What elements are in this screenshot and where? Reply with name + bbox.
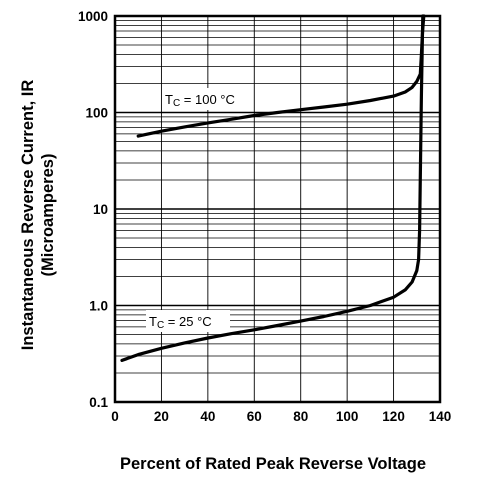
x-tick-label: 60 bbox=[247, 409, 262, 424]
x-tick-label: 20 bbox=[154, 409, 169, 424]
x-tick-label: 120 bbox=[382, 409, 405, 424]
annotation-tc-25c: TC = 25 °C bbox=[146, 310, 230, 332]
series-line-tc-100c bbox=[136, 14, 426, 138]
series-line-tc-25c bbox=[120, 14, 425, 362]
tick-labels: 0 20 40 60 80 100 120 140 0.1 1.0 10 100 1000 bbox=[78, 9, 451, 424]
annotation-background bbox=[146, 310, 230, 332]
x-axis-title: Percent of Rated Peak Reverse Voltage bbox=[120, 455, 426, 473]
x-tick-label: 140 bbox=[429, 409, 452, 424]
y-tick-label: 0.1 bbox=[89, 395, 108, 410]
grid bbox=[114, 16, 441, 403]
x-tick-label: 80 bbox=[293, 409, 308, 424]
annotation-background bbox=[162, 88, 252, 110]
y-tick-label: 1000 bbox=[78, 9, 108, 24]
x-tick-label: 40 bbox=[200, 409, 215, 424]
curves bbox=[120, 14, 426, 362]
y-tick-label: 100 bbox=[85, 106, 108, 121]
y-tick-label: 10 bbox=[93, 202, 108, 217]
plot-frame bbox=[113, 14, 442, 404]
y-tick-label: 1.0 bbox=[89, 299, 108, 314]
annotation-tc-100c: TC = 100 °C bbox=[162, 88, 252, 110]
y-axis-title-line2: (Microamperes) bbox=[39, 154, 57, 277]
x-tick-label: 0 bbox=[111, 409, 119, 424]
annotation-label: TC = 25 °C bbox=[149, 314, 212, 331]
y-axis-title: Instantaneous Reverse Current, IR (Micro… bbox=[19, 80, 57, 351]
x-tick-label: 100 bbox=[336, 409, 359, 424]
annotation-label: TC = 100 °C bbox=[165, 92, 235, 109]
curve-annotations: TC = 100 °C TC = 25 °C bbox=[146, 88, 252, 332]
y-axis-title-line1: Instantaneous Reverse Current, IR bbox=[19, 80, 37, 351]
